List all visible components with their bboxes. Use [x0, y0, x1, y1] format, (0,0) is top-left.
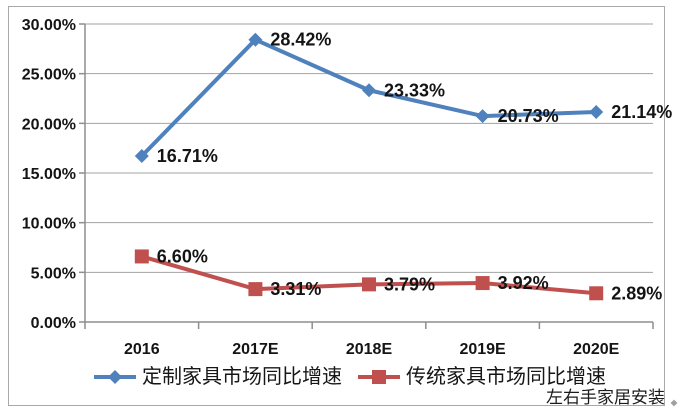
- chart-legend: 定制家具市场同比增速 传统家具市场同比增速: [93, 365, 606, 389]
- y-axis-tick-label: 25.00%: [22, 67, 76, 84]
- data-label: 2.89%: [611, 283, 662, 303]
- chart-outer-border: [8, 6, 665, 406]
- series-1-marker: [475, 276, 490, 291]
- legend-label-custom-furniture: 定制家具市场同比增速: [142, 366, 342, 388]
- y-axis-tick-label: 20.00%: [22, 116, 76, 133]
- series-0-marker: [589, 105, 604, 120]
- watermark-text: 左右手家居安装: [546, 388, 665, 407]
- data-label: 16.71%: [157, 146, 218, 166]
- y-axis-tick-label: 5.00%: [31, 265, 76, 282]
- series-1-marker: [362, 277, 376, 292]
- series-0-marker: [475, 109, 490, 124]
- data-label: 3.79%: [384, 274, 435, 294]
- data-label: 6.60%: [157, 246, 208, 266]
- legend-line-square-icon: [358, 370, 400, 384]
- x-axis-tick-label: 2017E: [232, 341, 279, 358]
- data-label: 20.73%: [498, 106, 559, 126]
- series-0-marker: [248, 32, 263, 47]
- legend-label-traditional-furniture: 传统家具市场同比增速: [406, 366, 606, 388]
- data-label: 3.31%: [270, 279, 321, 299]
- series-1-marker: [134, 249, 149, 264]
- data-label: 28.42%: [270, 30, 331, 50]
- x-axis-tick-label: 2019E: [459, 341, 506, 358]
- series-1-marker: [589, 286, 604, 301]
- legend-line-diamond-icon: [94, 370, 136, 384]
- y-axis-tick-label: 30.00%: [22, 17, 76, 34]
- x-axis-tick-label: 2016: [124, 341, 160, 358]
- series-line-0: [139, 37, 599, 159]
- series-1-marker: [248, 282, 263, 297]
- y-axis-tick-label: 0.00%: [31, 315, 76, 332]
- x-axis-tick-label: 2018E: [346, 341, 393, 358]
- y-axis-tick-label: 10.00%: [22, 216, 76, 233]
- series-0-marker: [134, 149, 149, 164]
- series-0-marker: [362, 83, 376, 98]
- y-axis-tick-label: 15.00%: [22, 166, 76, 183]
- data-label: 21.14%: [611, 102, 672, 122]
- legend-item-custom-furniture[interactable]: 定制家具市场同比增速: [93, 365, 342, 389]
- data-label: 23.33%: [384, 80, 445, 100]
- data-label: 3.92%: [498, 273, 549, 293]
- legend-item-traditional-furniture[interactable]: 传统家具市场同比增速: [357, 365, 606, 389]
- x-axis-tick-label: 2020E: [573, 341, 620, 358]
